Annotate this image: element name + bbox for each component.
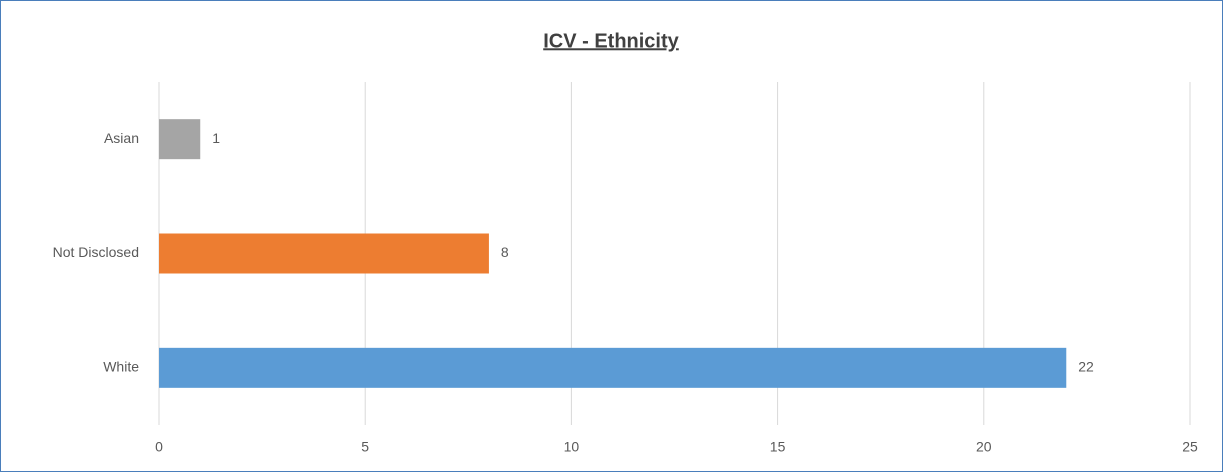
bar bbox=[159, 347, 1067, 388]
bar bbox=[159, 233, 489, 274]
x-tick-label: 20 bbox=[976, 439, 992, 455]
x-tick-label: 10 bbox=[564, 439, 580, 455]
x-tick-label: 0 bbox=[155, 439, 163, 455]
data-label: 22 bbox=[1078, 359, 1094, 375]
category-label: White bbox=[103, 359, 139, 375]
x-tick-label: 5 bbox=[361, 439, 369, 455]
data-label: 1 bbox=[212, 130, 220, 146]
bar bbox=[159, 119, 201, 160]
category-label: Asian bbox=[104, 130, 139, 146]
chart-title: ICV - Ethnicity bbox=[543, 30, 679, 52]
x-tick-label: 15 bbox=[770, 439, 786, 455]
x-tick-label: 25 bbox=[1182, 439, 1198, 455]
category-label: Not Disclosed bbox=[53, 244, 139, 260]
data-label: 8 bbox=[501, 244, 509, 260]
